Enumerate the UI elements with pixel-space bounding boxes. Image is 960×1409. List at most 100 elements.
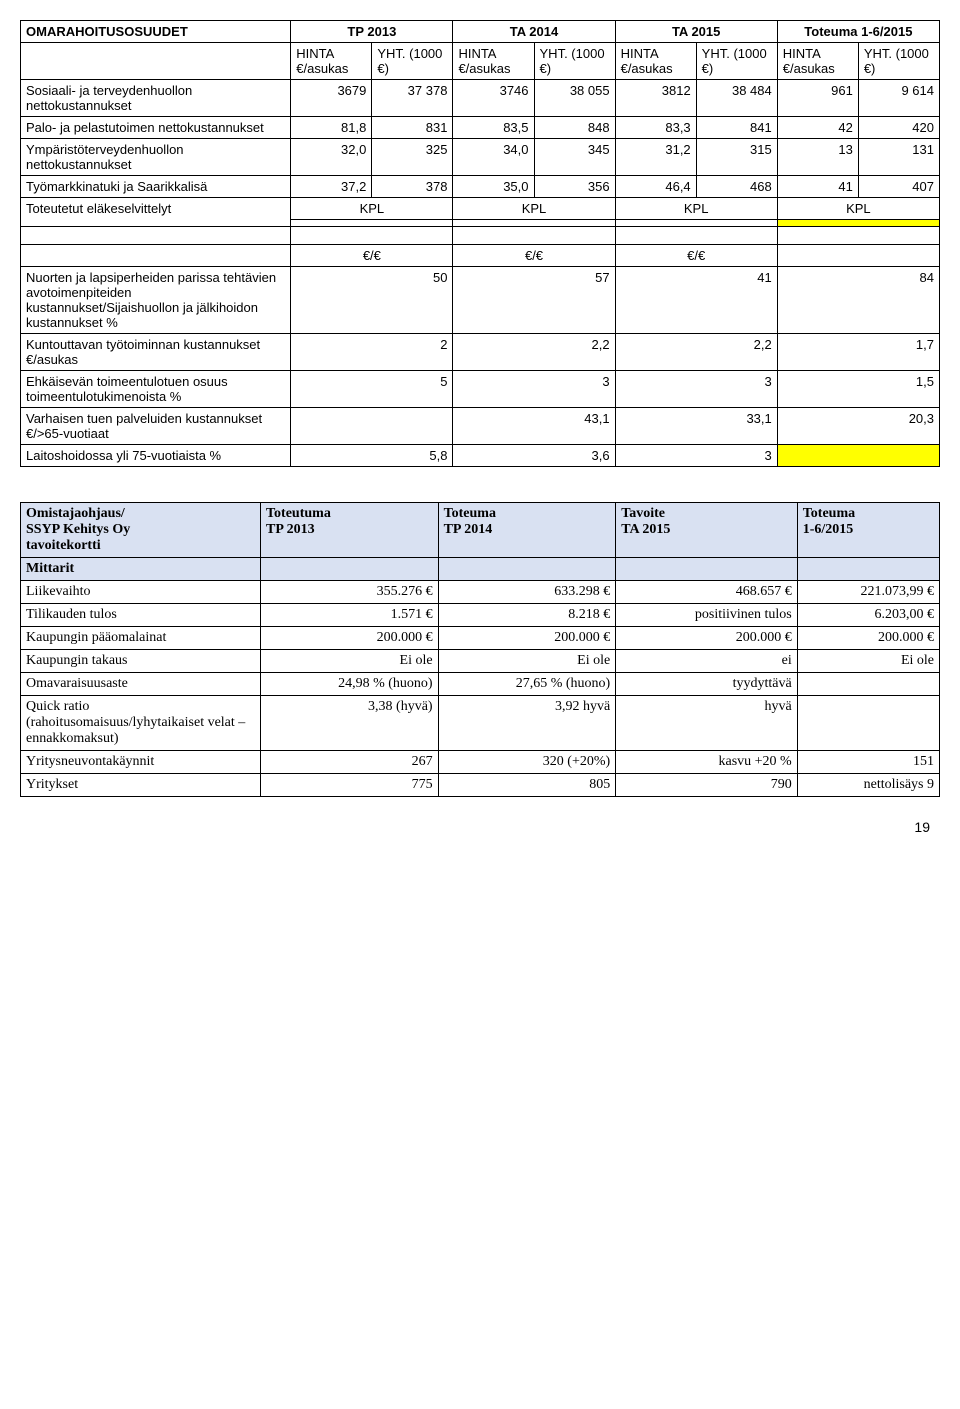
cell-value: 356 xyxy=(534,176,615,198)
period-ta2014: TA 2014 xyxy=(453,21,615,43)
row-label: Tilikauden tulos xyxy=(21,604,261,627)
cell-value: 5,8 xyxy=(291,445,453,467)
kpl-header-row: Toteutetut eläkeselvittelyt KPL KPL KPL … xyxy=(21,198,940,220)
table-row: Quick ratio (rahoitusomaisuus/lyhytaikai… xyxy=(21,696,940,751)
cell-value: 200.000 € xyxy=(797,627,939,650)
cell-value: 221.073,99 € xyxy=(797,581,939,604)
cell-value: 33,1 xyxy=(615,408,777,445)
cell-value: 83,5 xyxy=(453,117,534,139)
cell-value: 790 xyxy=(616,774,798,797)
cell-value: 407 xyxy=(858,176,939,198)
cell-value: 2,2 xyxy=(615,334,777,371)
table-row: Liikevaihto355.276 €633.298 €468.657 €22… xyxy=(21,581,940,604)
cell-value: 3679 xyxy=(291,80,372,117)
euro-1: €/€ xyxy=(291,245,453,267)
row-label: Quick ratio (rahoitusomaisuus/lyhytaikai… xyxy=(21,696,261,751)
cell-value: 468 xyxy=(696,176,777,198)
sub-h1: HINTA €/asukas xyxy=(291,43,372,80)
table-row: Kuntouttavan työtoiminnan kustannukset €… xyxy=(21,334,940,371)
cell-value: 3 xyxy=(453,371,615,408)
sub-h2: YHT. (1000 €) xyxy=(372,43,453,80)
cell-value: 84 xyxy=(777,267,939,334)
table-row: Varhaisen tuen palveluiden kustannukset … xyxy=(21,408,940,445)
cell-value: 3,38 (hyvä) xyxy=(261,696,439,751)
table-row: Sosiaali- ja terveydenhuollon nettokusta… xyxy=(21,80,940,117)
cell-value: 355.276 € xyxy=(261,581,439,604)
table-row: Työmarkkinatuki ja Saarikkalisä37,237835… xyxy=(21,176,940,198)
cell-value: 1,5 xyxy=(777,371,939,408)
cell-value: hyvä xyxy=(616,696,798,751)
subheader-row: HINTA €/asukas YHT. (1000 €) HINTA €/asu… xyxy=(21,43,940,80)
cell-value: 41 xyxy=(615,267,777,334)
period-ta2015: TA 2015 xyxy=(615,21,777,43)
cell-value: 20,3 xyxy=(777,408,939,445)
sub-h8: YHT. (1000 €) xyxy=(858,43,939,80)
t2-h-c2a: Toteutuma xyxy=(266,506,331,521)
cell-value: 1.571 € xyxy=(261,604,439,627)
cell-value: 3,92 hyvä xyxy=(438,696,616,751)
cell-value: 3812 xyxy=(615,80,696,117)
cell-value: 41 xyxy=(777,176,858,198)
cell-value: 468.657 € xyxy=(616,581,798,604)
cell-value: 320 (+20%) xyxy=(438,751,616,774)
cell-value xyxy=(797,696,939,751)
cell-value: Ei ole xyxy=(261,650,439,673)
sub-h4: YHT. (1000 €) xyxy=(534,43,615,80)
kpl-1: KPL xyxy=(291,198,453,220)
omarahoitusosuudet-table: OMARAHOITUSOSUUDET TP 2013 TA 2014 TA 20… xyxy=(20,20,940,467)
kpl-2: KPL xyxy=(453,198,615,220)
cell-value: 31,2 xyxy=(615,139,696,176)
table1-title: OMARAHOITUSOSUUDET xyxy=(21,21,291,43)
cell-value: 378 xyxy=(372,176,453,198)
cell-value: nettolisäys 9 xyxy=(797,774,939,797)
table-row: Yritykset775805790nettolisäys 9 xyxy=(21,774,940,797)
euro-header-row: €/€ €/€ €/€ xyxy=(21,245,940,267)
cell-value: 2 xyxy=(291,334,453,371)
row-label: Laitoshoidossa yli 75-vuotiaista % xyxy=(21,445,291,467)
cell-value: 325 xyxy=(372,139,453,176)
row-label: Kaupungin pääomalainat xyxy=(21,627,261,650)
cell-value: 9 614 xyxy=(858,80,939,117)
cell-value: positiivinen tulos xyxy=(616,604,798,627)
sub-h5: HINTA €/asukas xyxy=(615,43,696,80)
cell-value: 420 xyxy=(858,117,939,139)
cell-value: 633.298 € xyxy=(438,581,616,604)
kpl-label: Toteutetut eläkeselvittelyt xyxy=(21,198,291,227)
cell-value: 3 xyxy=(615,371,777,408)
cell-value: 13 xyxy=(777,139,858,176)
cell-value: 37,2 xyxy=(291,176,372,198)
t2-h-c4b: TA 2015 xyxy=(621,522,670,537)
mittarit-label: Mittarit xyxy=(21,558,261,581)
cell-value: 831 xyxy=(372,117,453,139)
table-row: Ympäristöterveydenhuollon nettokustannuk… xyxy=(21,139,940,176)
cell-value: 38 055 xyxy=(534,80,615,117)
cell-value: 3,6 xyxy=(453,445,615,467)
table-row: Kaupungin pääomalainat200.000 €200.000 €… xyxy=(21,627,940,650)
cell-value: Ei ole xyxy=(797,650,939,673)
table-row: Nuorten ja lapsiperheiden parissa tehtäv… xyxy=(21,267,940,334)
cell-value: 5 xyxy=(291,371,453,408)
cell-value: 805 xyxy=(438,774,616,797)
cell-value: 841 xyxy=(696,117,777,139)
cell-value: 37 378 xyxy=(372,80,453,117)
cell-value: Ei ole xyxy=(438,650,616,673)
cell-value: 961 xyxy=(777,80,858,117)
table-row: Palo- ja pelastutoimen nettokustannukset… xyxy=(21,117,940,139)
cell-value: 315 xyxy=(696,139,777,176)
cell-value: 267 xyxy=(261,751,439,774)
table-row: Omavaraisuusaste24,98 % (huono)27,65 % (… xyxy=(21,673,940,696)
row-label: Liikevaihto xyxy=(21,581,261,604)
cell-value: 200.000 € xyxy=(261,627,439,650)
row-label: Kuntouttavan työtoiminnan kustannukset €… xyxy=(21,334,291,371)
row-label: Ehkäisevän toimeentulotuen osuus toimeen… xyxy=(21,371,291,408)
cell-value: 35,0 xyxy=(453,176,534,198)
cell-value: 57 xyxy=(453,267,615,334)
cell-value: 34,0 xyxy=(453,139,534,176)
table-row: Yritysneuvontakäynnit267320 (+20%)kasvu … xyxy=(21,751,940,774)
row-label: Kaupungin takaus xyxy=(21,650,261,673)
sub-h7: HINTA €/asukas xyxy=(777,43,858,80)
cell-value: 2,2 xyxy=(453,334,615,371)
t2-h-c5a: Toteuma xyxy=(803,506,855,521)
cell-value: 131 xyxy=(858,139,939,176)
t2-h-c3a: Toteuma xyxy=(444,506,496,521)
